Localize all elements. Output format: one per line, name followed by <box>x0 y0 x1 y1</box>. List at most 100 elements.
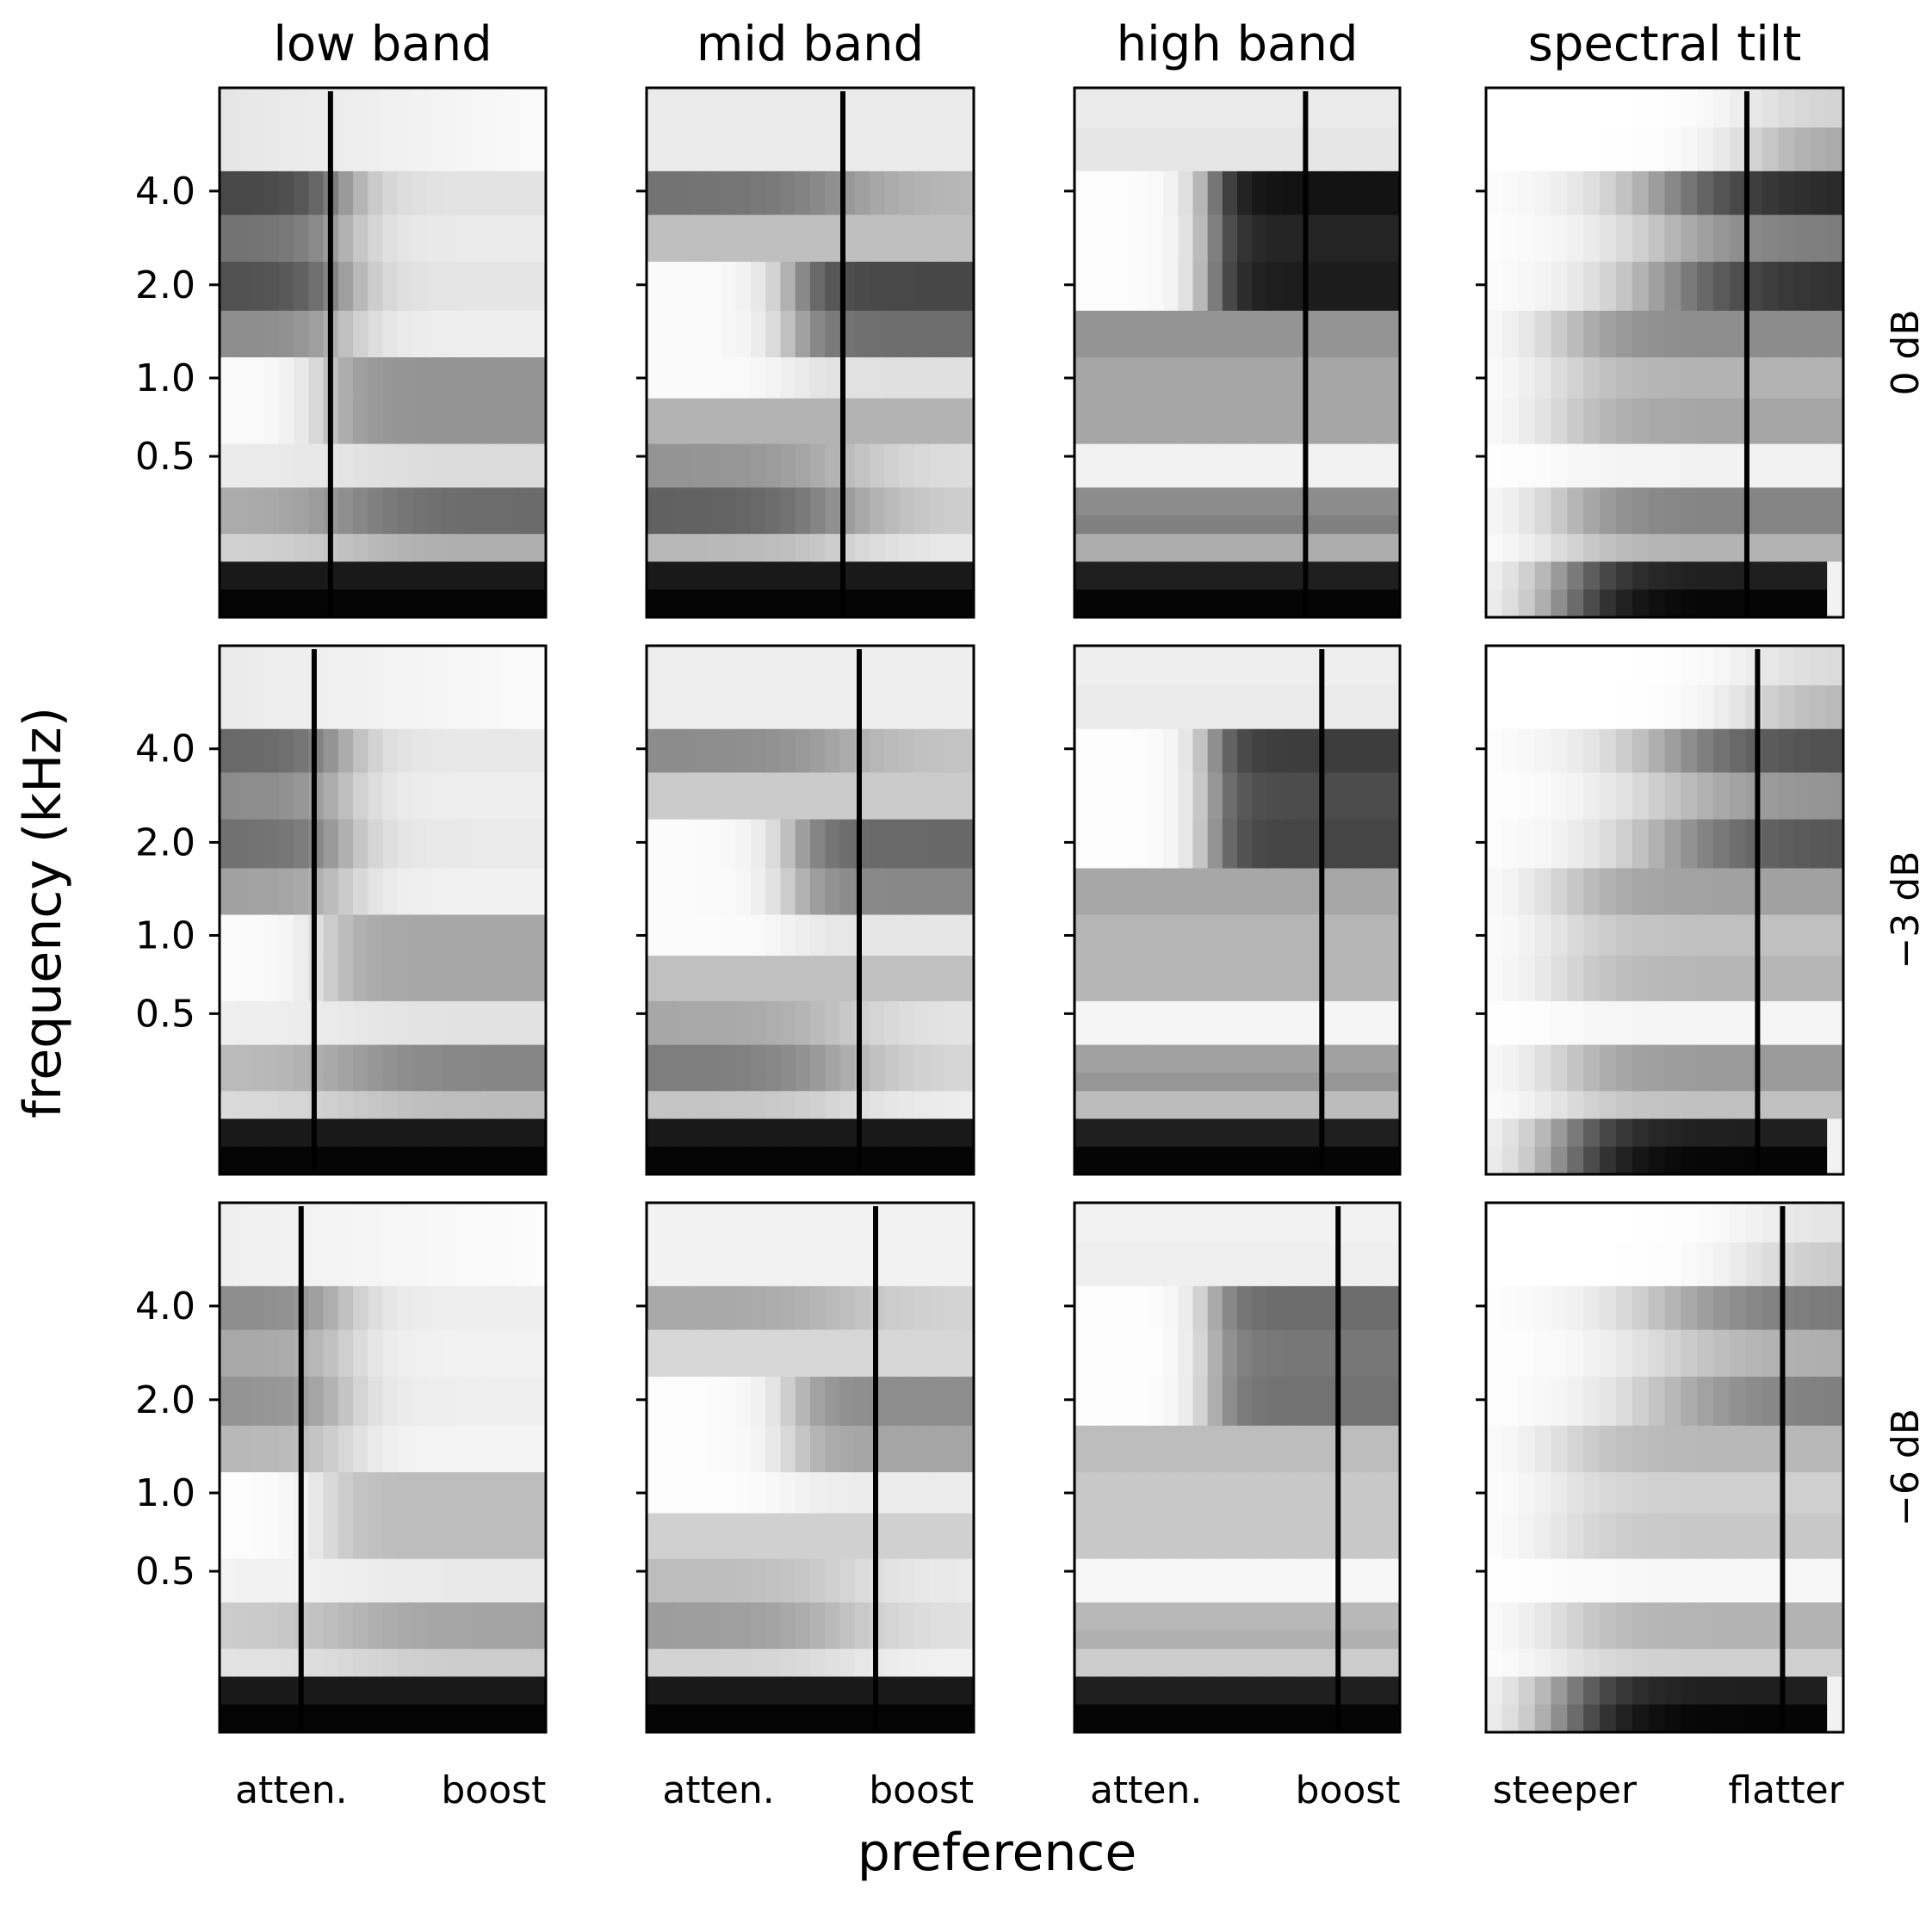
heatmap-cell <box>1794 561 1811 591</box>
heatmap-cell <box>780 1118 796 1148</box>
heatmap-cell <box>263 1091 280 1120</box>
heatmap-cell <box>323 1472 339 1514</box>
heatmap-cell <box>676 589 692 618</box>
heatmap-cell <box>234 443 251 488</box>
heatmap-cell <box>958 88 975 128</box>
heatmap-cell <box>690 443 707 488</box>
heatmap-cell <box>721 589 737 618</box>
heatmap-cell <box>825 1000 841 1046</box>
heatmap-cell <box>220 772 235 820</box>
heatmap-cell <box>1567 1602 1584 1631</box>
heatmap-cell <box>1192 1377 1209 1427</box>
heatmap-cell <box>1074 1091 1090 1120</box>
heatmap-cell <box>1615 1602 1633 1631</box>
heatmap-cell <box>427 561 443 591</box>
heatmap-cell <box>1237 1285 1253 1331</box>
heatmap-cell <box>1266 1118 1283 1148</box>
heatmap-cell <box>1502 1044 1520 1074</box>
heatmap-cell <box>1310 1242 1327 1287</box>
heatmap-cell <box>1518 1649 1536 1678</box>
heatmap-cell <box>337 1558 354 1603</box>
heatmap-cell <box>958 1558 975 1603</box>
heatmap-cell <box>1104 127 1120 172</box>
heatmap-cell <box>825 914 841 957</box>
heatmap-cell <box>1811 1472 1828 1514</box>
heatmap-cell <box>1794 646 1811 686</box>
heatmap-cell <box>1178 1425 1194 1473</box>
heatmap-cell <box>1310 1203 1327 1243</box>
heatmap-cell <box>690 589 707 618</box>
heatmap-cell <box>516 1558 532 1603</box>
heatmap-cell <box>1148 1242 1164 1287</box>
heatmap-cell <box>1583 1472 1601 1514</box>
heatmap-cell <box>1600 1329 1617 1378</box>
heatmap-cell <box>1534 1513 1552 1560</box>
heatmap-cell <box>1762 1630 1780 1650</box>
heatmap-cell <box>1384 685 1401 730</box>
heatmap-cell <box>929 914 945 957</box>
heatmap-cell <box>839 868 856 916</box>
heatmap-cell <box>870 310 885 358</box>
heatmap-cell <box>1600 728 1617 773</box>
heatmap-cell <box>958 728 975 773</box>
heatmap-cell <box>765 1000 782 1046</box>
heatmap-cell <box>263 1649 280 1678</box>
heatmap-cell <box>929 1425 945 1473</box>
heatmap-cell <box>825 1146 841 1175</box>
heatmap-cell <box>1222 1425 1238 1473</box>
heatmap-cell <box>1207 487 1223 517</box>
heatmap-cell <box>308 534 325 563</box>
heatmap-cell <box>913 88 930 128</box>
heatmap-cell <box>1296 1072 1312 1092</box>
heatmap-cell <box>884 534 901 563</box>
heatmap-cell <box>810 1513 826 1560</box>
heatmap-cell <box>676 487 692 517</box>
heatmap-cell <box>958 443 975 488</box>
heatmap-cell <box>1534 685 1552 730</box>
heatmap-cell <box>735 534 752 563</box>
heatmap-cell <box>1207 1118 1223 1148</box>
heatmap-cell <box>765 1425 782 1473</box>
heatmap-cell <box>839 646 856 686</box>
heatmap-cell <box>1355 127 1372 172</box>
heatmap-cell <box>263 1602 280 1631</box>
heatmap-cell <box>1697 262 1714 312</box>
heatmap-cell <box>337 914 354 957</box>
heatmap-cell <box>323 1203 339 1243</box>
panel-frame <box>218 1201 548 1734</box>
heatmap-cell <box>1341 1000 1357 1046</box>
heatmap-cell <box>1163 443 1179 488</box>
heatmap-cell <box>1281 262 1297 312</box>
heatmap-cell <box>353 1203 368 1243</box>
heatmap-cell <box>382 1425 399 1473</box>
heatmap-cell <box>825 1285 841 1331</box>
heatmap-cell <box>1355 1602 1372 1631</box>
heatmap-cell <box>1089 1630 1105 1650</box>
heatmap-cell <box>1252 1704 1267 1733</box>
heatmap-cell <box>721 1630 737 1650</box>
heatmap-cell <box>690 1630 707 1650</box>
heatmap-panel: atten. boost <box>1064 1201 1402 1812</box>
heatmap-cell <box>706 127 721 172</box>
heatmap-cell <box>1794 772 1811 820</box>
heatmap-cell <box>397 589 413 618</box>
heatmap-cell <box>1148 728 1164 773</box>
heatmap-cell <box>1518 1558 1536 1603</box>
heatmap-cell <box>1648 487 1666 517</box>
heatmap-cell <box>913 170 930 216</box>
heatmap-cell <box>913 819 930 870</box>
heatmap-cell <box>1237 914 1253 957</box>
heatmap-cell <box>1222 1329 1238 1378</box>
heatmap-cell <box>353 88 368 128</box>
heatmap-cell <box>263 646 280 686</box>
heatmap-cell <box>735 819 752 870</box>
heatmap-cell <box>412 1091 428 1120</box>
heatmap-cell <box>913 589 930 618</box>
heatmap-cell <box>516 170 532 216</box>
heatmap-cell <box>456 772 473 820</box>
x-tick-label: atten. <box>662 1768 774 1812</box>
heatmap-cell <box>397 1649 413 1678</box>
heatmap-cell <box>690 1513 707 1560</box>
heatmap-cell <box>958 398 975 445</box>
heatmap-cell <box>810 1602 826 1631</box>
